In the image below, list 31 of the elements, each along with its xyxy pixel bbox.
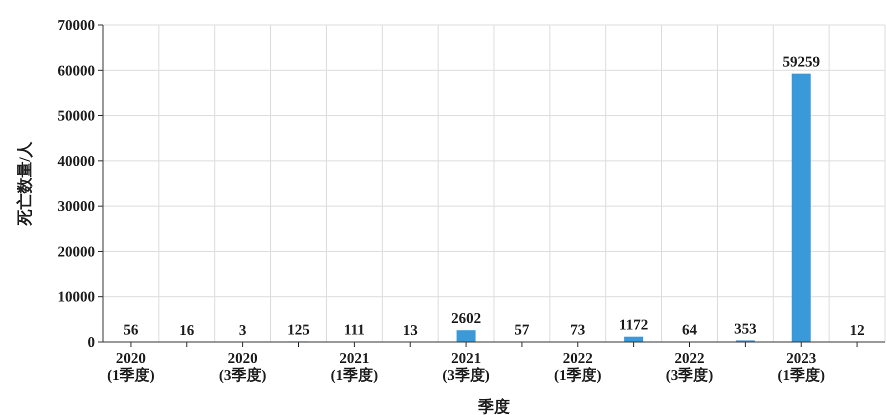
x-tick-label: 2020 (1季度) [107, 351, 155, 384]
x-axis-title: 季度 [477, 397, 510, 415]
data-label: 59259 [782, 54, 820, 71]
data-label: 13 [402, 322, 418, 339]
data-label: 64 [682, 322, 698, 339]
x-tick-label: 2022 (3季度) [666, 351, 714, 384]
data-label: 353 [734, 321, 757, 338]
y-tick-label: 0 [88, 335, 95, 351]
data-label: 125 [287, 322, 310, 338]
data-label: 16 [179, 322, 195, 339]
data-label: 56 [123, 322, 139, 339]
x-tick-label: 2021 (1季度) [330, 351, 378, 384]
y-tick-label: 20000 [58, 244, 95, 260]
y-tick-label: 40000 [58, 154, 95, 170]
y-axis-title: 死亡数量/人 [15, 140, 34, 227]
y-tick-label: 10000 [58, 290, 95, 306]
x-tick-label: 2022 (1季度) [554, 351, 602, 384]
y-tick-label: 50000 [58, 108, 95, 125]
data-label: 57 [514, 322, 530, 339]
data-label: 3 [238, 322, 246, 339]
data-label: 1172 [619, 318, 648, 334]
y-tick-label: 30000 [58, 199, 95, 216]
y-tick-label: 60000 [58, 63, 95, 80]
data-label: 73 [570, 322, 586, 339]
data-label: 2602 [451, 311, 482, 328]
x-tick-label: 2020 (3季度) [218, 351, 266, 384]
data-label: 111 [344, 322, 365, 338]
y-tick-label: 70000 [58, 18, 95, 34]
x-tick-label: 2021 (3季度) [442, 351, 490, 384]
data-label: 12 [850, 322, 865, 339]
x-tick-label: 2023 (1季度) [777, 351, 825, 384]
